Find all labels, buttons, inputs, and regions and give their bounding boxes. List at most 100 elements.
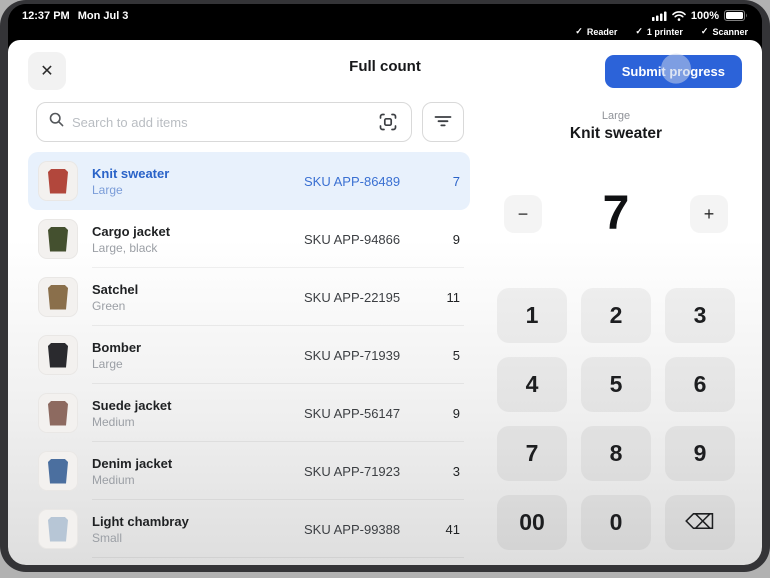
item-variant: Large — [92, 182, 123, 197]
list-item[interactable]: Cargo jacket Large, black SKU APP-94866 … — [28, 210, 470, 268]
list-item[interactable]: Knit sweater Large SKU APP-86489 7 — [28, 152, 470, 210]
minus-icon: − — [517, 203, 529, 224]
item-name: Cargo jacket — [92, 223, 171, 239]
item-name: Satchel — [92, 281, 139, 297]
scanner-status-chip[interactable]: ✓ Scanner — [701, 26, 748, 37]
item-count: 11 — [446, 289, 461, 305]
list-item[interactable]: Denim jacket Medium SKU APP-71923 3 — [28, 442, 470, 500]
item-variant: Green — [92, 298, 126, 313]
reader-status-chip[interactable]: ✓ Reader — [575, 26, 617, 37]
garment-image — [48, 342, 68, 368]
product-thumbnail — [38, 335, 78, 375]
garment-image — [48, 400, 68, 426]
item-name: Bomber — [92, 339, 142, 355]
item-count: 9 — [452, 231, 460, 247]
barcode-scan-icon[interactable] — [375, 109, 401, 135]
check-icon: ✓ — [635, 26, 643, 36]
keypad-key[interactable]: 1 — [497, 288, 567, 343]
search-box[interactable] — [36, 102, 412, 142]
item-sku: SKU APP-86489 — [304, 173, 401, 189]
item-count: 9 — [452, 405, 460, 421]
reader-status-label: Reader — [586, 26, 618, 37]
filter-button[interactable] — [422, 102, 464, 142]
keypad-key[interactable]: 9 — [665, 426, 735, 481]
garment-image — [48, 226, 68, 252]
item-text: Suede jacket Medium — [92, 398, 304, 429]
quantity-stepper: − 7 + — [504, 190, 728, 238]
keypad-key[interactable]: 2 — [581, 288, 651, 343]
search-input[interactable] — [72, 114, 367, 130]
modal-body: Knit sweater Large SKU APP-86489 7 Cargo… — [8, 92, 762, 565]
item-text: Knit sweater Large — [92, 166, 304, 197]
printer-status-label: 1 printer — [646, 26, 683, 37]
item-variant: Medium — [92, 414, 135, 429]
garment-image — [48, 284, 68, 310]
keypad-key[interactable]: 00 — [497, 495, 567, 550]
keypad-key[interactable]: 7 — [497, 426, 567, 481]
count-entry-pane: Large Knit sweater − 7 + 1 2 3 — [470, 98, 762, 565]
increment-button[interactable]: + — [689, 195, 728, 233]
list-item[interactable]: Suede jacket Medium SKU APP-56147 9 — [28, 384, 470, 442]
check-icon: ✓ — [700, 26, 709, 36]
item-text: Bomber Large — [92, 340, 304, 371]
item-sku: SKU APP-56147 — [304, 405, 401, 421]
battery-icon — [724, 10, 748, 21]
plus-icon: + — [703, 203, 715, 224]
scanner-status-label: Scanner — [712, 26, 748, 37]
list-item[interactable]: Satchel Green SKU APP-22195 11 — [28, 268, 470, 326]
search-row — [36, 102, 464, 142]
keypad-key[interactable]: 4 — [497, 357, 567, 412]
item-list: Knit sweater Large SKU APP-86489 7 Cargo… — [28, 152, 470, 558]
quantity-value: 7 — [602, 187, 630, 240]
submit-progress-button[interactable]: Submit progress — [604, 53, 742, 88]
check-icon: ✓ — [575, 26, 583, 36]
keypad-key[interactable]: 6 — [665, 357, 735, 412]
status-bar: 12:37 PM Mon Jul 3 100% — [8, 4, 762, 25]
modal-header: ✕ Full count Submit progress — [8, 40, 762, 92]
submit-progress-label: Submit progress — [621, 63, 725, 79]
device-screen: 12:37 PM Mon Jul 3 100% — [8, 4, 762, 565]
item-variant: Large — [92, 356, 123, 371]
keypad-key[interactable]: 0 — [581, 495, 651, 550]
filter-icon — [434, 114, 452, 131]
selected-item-name: Knit sweater — [569, 125, 663, 142]
item-count: 41 — [445, 521, 460, 537]
item-variant: Large, black — [92, 240, 158, 255]
close-button[interactable]: ✕ — [28, 52, 66, 90]
item-name: Suede jacket — [92, 397, 172, 413]
item-name: Denim jacket — [92, 455, 173, 471]
item-variant: Small — [92, 530, 123, 545]
keypad-key[interactable]: 5 — [581, 357, 651, 412]
garment-image — [48, 458, 68, 484]
decrement-button[interactable]: − — [504, 195, 542, 233]
selected-item-variant: Large — [601, 110, 631, 122]
list-item[interactable]: Light chambray Small SKU APP-99388 41 — [28, 500, 470, 558]
keypad-key[interactable]: 8 — [581, 426, 651, 481]
hardware-status-bar: ✓ Reader ✓ 1 printer ✓ Scanner — [8, 25, 762, 40]
product-thumbnail — [38, 393, 78, 433]
cellular-icon — [651, 11, 667, 21]
close-icon: ✕ — [40, 63, 54, 80]
product-thumbnail — [38, 277, 78, 317]
wifi-icon — [672, 10, 686, 21]
item-count: 3 — [452, 463, 460, 479]
page-title: Full count — [349, 58, 421, 75]
printer-status-chip[interactable]: ✓ 1 printer — [635, 26, 683, 37]
item-sku: SKU APP-71923 — [304, 463, 401, 479]
status-time: 12:37 PM — [22, 9, 70, 22]
item-count: 5 — [452, 347, 460, 363]
item-text: Light chambray Small — [92, 514, 304, 545]
item-sku: SKU APP-22195 — [304, 289, 401, 305]
garment-image — [48, 516, 68, 542]
product-thumbnail — [38, 161, 78, 201]
status-date: Mon Jul 3 — [77, 9, 129, 22]
item-list-pane: Knit sweater Large SKU APP-86489 7 Cargo… — [8, 98, 470, 565]
list-item[interactable]: Bomber Large SKU APP-71939 5 — [28, 326, 470, 384]
item-text: Satchel Green — [92, 282, 304, 313]
keypad-key[interactable]: 3 — [665, 288, 735, 343]
keypad-key-backspace[interactable]: ⌫ — [665, 495, 735, 550]
product-thumbnail — [38, 451, 78, 491]
item-name: Light chambray — [92, 513, 189, 529]
